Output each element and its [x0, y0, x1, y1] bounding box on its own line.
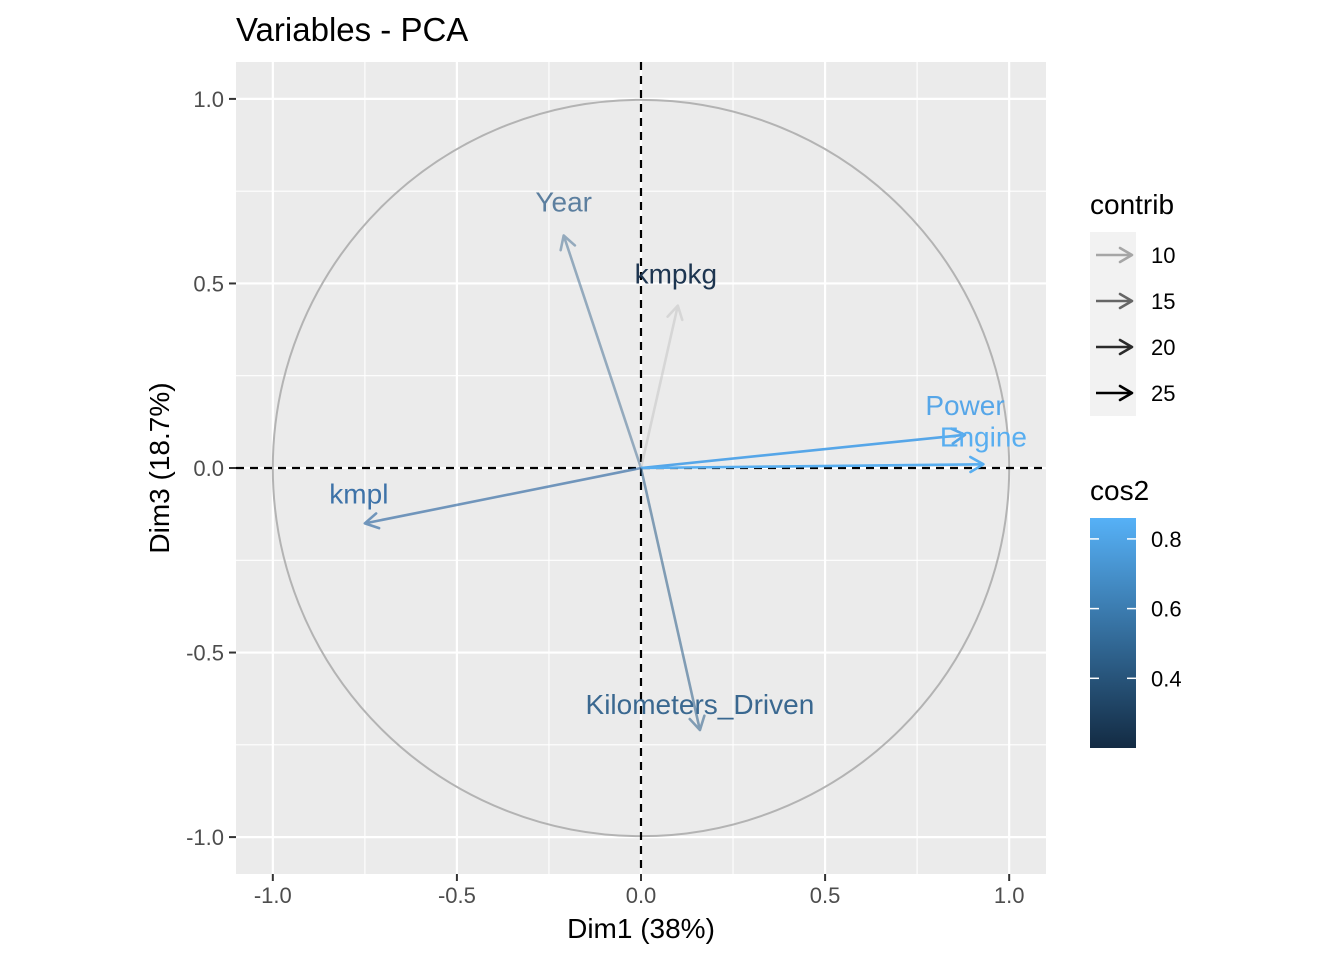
cos2-tick-label: 0.6 [1151, 597, 1182, 622]
legend-contrib-arrow-head [1118, 246, 1134, 264]
chart-title: Variables - PCA [236, 11, 468, 48]
legend-contrib-key-background [1090, 232, 1136, 416]
arrow-engine [640, 455, 985, 474]
x-axis-title: Dim1 (38%) [567, 913, 715, 944]
legend-contrib-title: contrib [1090, 189, 1174, 220]
legend-contrib-key: 25 [1096, 381, 1175, 406]
y-tick-label: 0.5 [193, 271, 224, 296]
y-axis: -1.0 -0.5 0.0 0.5 1.0 [186, 87, 236, 850]
legend-contrib-arrow-head [1118, 384, 1134, 402]
arrow-year [559, 234, 643, 469]
arrow-shaft-engine [640, 463, 984, 470]
y-axis-title: Dim3 (18.7%) [144, 382, 175, 553]
variable-arrows [363, 234, 985, 732]
label-kmpkg: kmpkg [635, 259, 717, 290]
arrow-head-kmpkg [666, 304, 684, 322]
label-kmpl: kmpl [329, 478, 388, 509]
arrow-shaft-power [640, 433, 966, 470]
label-year: Year [535, 186, 592, 217]
y-tick-label: -1.0 [186, 825, 224, 850]
legend-contrib-arrow-head [1118, 338, 1134, 356]
legend-contrib-key: 15 [1096, 289, 1175, 314]
arrow-head-power [950, 427, 967, 445]
x-tick-label: -1.0 [254, 883, 292, 908]
arrow-shaft-kmpkg [639, 305, 680, 469]
legend-contrib-arrow-head [1118, 292, 1134, 310]
arrow-head-year [559, 234, 577, 252]
legend-cos2: cos2 0.4 0.6 0.8 [1090, 475, 1182, 748]
y-tick-label: 0.0 [193, 456, 224, 481]
legend-contrib-label: 20 [1151, 335, 1175, 360]
y-tick-label: 1.0 [193, 87, 224, 112]
cos2-tick-label: 0.4 [1151, 666, 1182, 691]
cos2-colorbar-ticks: 0.4 0.6 0.8 [1090, 527, 1182, 691]
x-tick-label: 0.5 [810, 883, 841, 908]
x-tick-label: -0.5 [438, 883, 476, 908]
arrow-power [640, 427, 967, 470]
arrow-head-engine [969, 455, 985, 474]
legend-contrib-label: 10 [1151, 243, 1175, 268]
label-engine: Engine [940, 421, 1027, 452]
arrow-kilometers-driven [639, 467, 706, 732]
x-tick-label: 1.0 [994, 883, 1025, 908]
legend-contrib-keys: 10 15 20 25 [1096, 243, 1175, 406]
legend-cos2-title: cos2 [1090, 475, 1149, 506]
arrow-head-kilometers-driven [688, 714, 706, 732]
legend-contrib-key: 10 [1096, 243, 1175, 268]
arrow-shaft-year [562, 235, 643, 469]
arrow-shaft-kilometers-driven [639, 467, 702, 731]
y-tick-label: -0.5 [186, 641, 224, 666]
legend-contrib-label: 25 [1151, 381, 1175, 406]
x-tick-label: 0.0 [626, 883, 657, 908]
x-axis: -1.0 -0.5 0.0 0.5 1.0 [254, 874, 1025, 908]
arrow-shaft-kmpl [364, 466, 642, 525]
cos2-tick-label: 0.8 [1151, 527, 1182, 552]
legend-contrib-key: 20 [1096, 335, 1175, 360]
legend-contrib: contrib 10 15 20 25 [1090, 189, 1175, 416]
arrow-head-kmpl [363, 512, 381, 530]
cos2-colorbar [1090, 518, 1136, 748]
legend-contrib-label: 15 [1151, 289, 1175, 314]
label-kilometers-driven: Kilometers_Driven [586, 689, 815, 720]
label-power: Power [925, 390, 1004, 421]
arrow-kmpkg [639, 304, 684, 469]
arrow-kmpl [363, 466, 642, 530]
